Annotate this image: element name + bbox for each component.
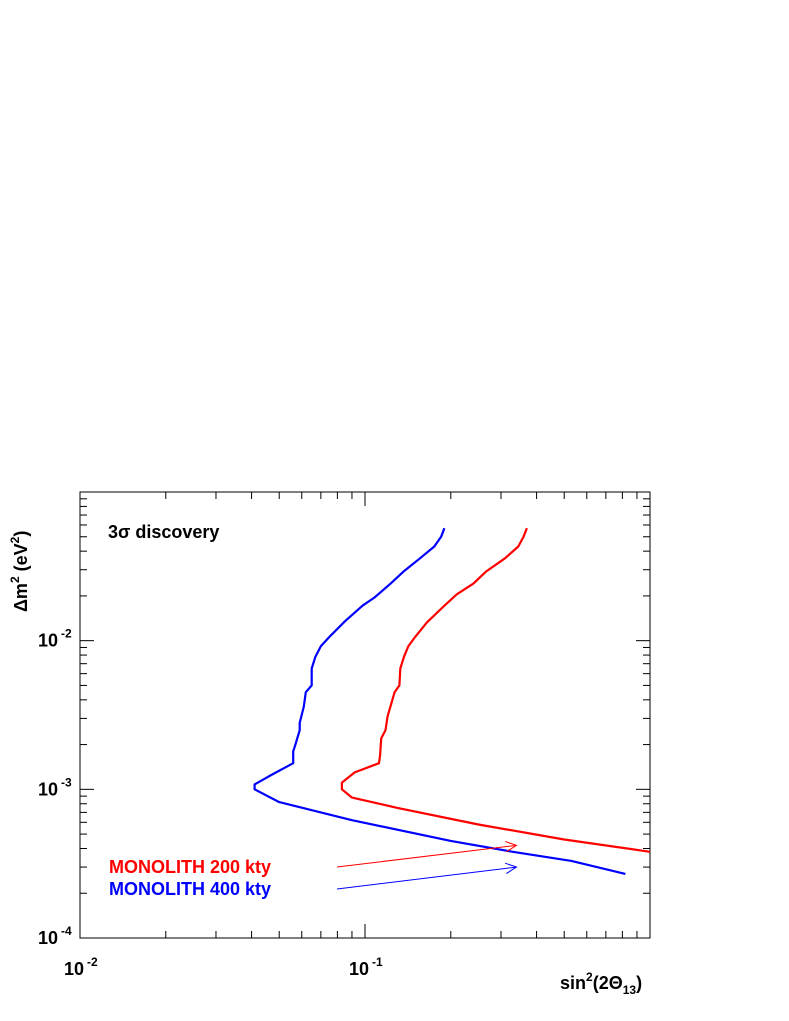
y-tick-label-exp: -3 [61,775,72,789]
y-tick-label-exp: -2 [61,627,72,641]
legend-label: MONOLITH 400 kty [109,879,271,899]
axis-ticks-group: 10 -2 10 -110 -410 -310 -2 [38,492,650,979]
x-axis-label-sub: 13 [623,983,637,997]
annotation-label: 3σ discovery [108,522,219,542]
y-axis-label-end: ) [11,531,31,537]
x-axis-label-end: ) [636,973,642,993]
x-axis-label-mid: (2Θ [593,973,623,993]
legend-arrow-shaft [336,866,517,890]
y-tick-label-exp: -4 [61,924,72,938]
x-tick-label-base: 10 [349,959,369,979]
y-axis-label-mid: (eV [11,543,31,576]
y-tick-label: 10 -4 [38,924,72,948]
y-tick-label-base: 10 [38,631,58,651]
y-axis-label: Δm2 (eV2) [8,531,31,612]
x-axis-label-sup: 2 [586,970,593,984]
y-axis-label-sup2: 2 [8,536,22,543]
x-axis-label: sin2(2Θ13) [560,970,642,997]
legend-arrow-head [504,862,518,874]
series-line-400kty [253,527,626,875]
x-tick-label-exp: -2 [87,955,98,969]
x-tick-label: 10 -1 [349,955,383,979]
legend-label: MONOLITH 200 kty [109,857,271,877]
y-axis-label-base: Δm [11,583,31,612]
y-axis-label-sup1: 2 [8,576,22,583]
x-axis-label-base: sin [560,973,586,993]
legend-arrow-shaft [336,844,517,868]
series-line-200kty [340,527,650,853]
y-tick-label: 10 -2 [38,627,72,651]
legend-arrow-head [504,840,518,853]
y-tick-label-base: 10 [38,779,58,799]
x-tick-label-exp: -1 [372,955,383,969]
y-tick-label-base: 10 [38,928,58,948]
x-tick-label: 10 -2 [64,955,98,979]
x-tick-label-base: 10 [64,959,84,979]
y-tick-label: 10 -3 [38,775,72,799]
series-group [253,527,650,875]
